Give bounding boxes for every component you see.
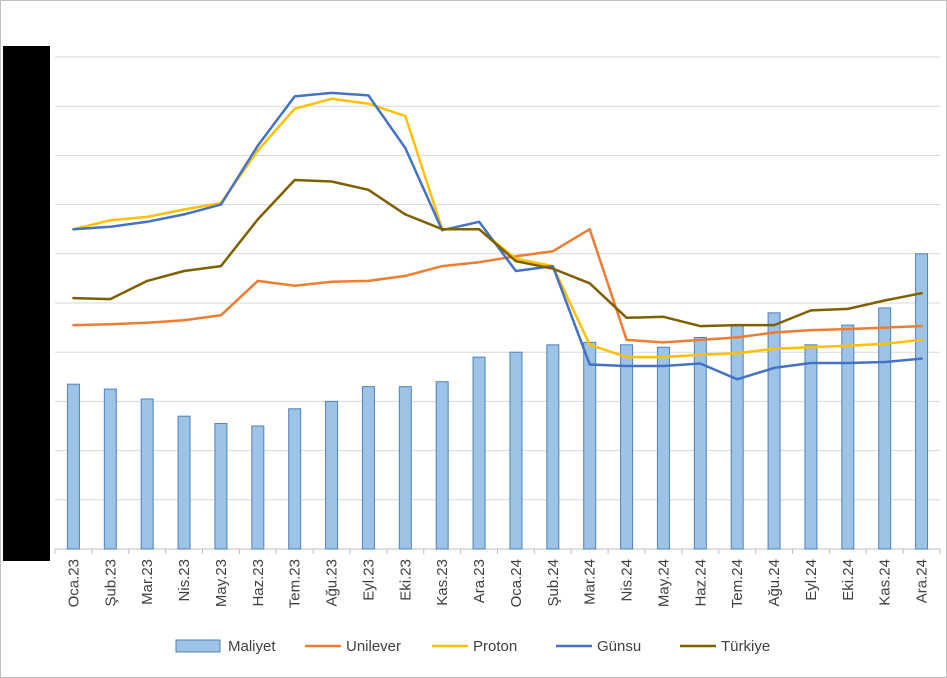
line-türkiye [72,178,923,328]
x-tick-label: Nis.24 [619,559,636,602]
x-tick-label: Eyl.24 [803,559,820,601]
bar-maliyet-21 [841,324,855,550]
x-tick-label: Oca.24 [508,559,525,607]
line-series [72,91,923,381]
bar-maliyet-12 [509,351,523,550]
bar-maliyet-9 [398,386,412,550]
gridlines [54,56,941,554]
bar-maliyet-17 [693,336,707,550]
bar-maliyet-15 [620,344,634,550]
bar-maliyet-5 [251,425,265,550]
legend-swatch-maliyet [175,639,221,653]
legend: Maliyet Unilever Proton Günsu Türkiye [175,638,770,655]
bar-maliyet-11 [472,356,486,550]
bar-maliyet-8 [361,386,375,550]
bar-maliyet-3 [177,415,191,550]
bar-maliyet-7 [325,400,339,550]
x-tick-label: Ara.23 [471,559,488,603]
bar-maliyet-20 [804,344,818,550]
bar-maliyet-1 [103,388,117,550]
bar-maliyet-10 [435,381,449,550]
x-tick-label: Eki.23 [397,559,414,601]
x-tick-label: Mar.24 [582,559,599,605]
x-tick-label: Ağu.23 [324,559,341,607]
bar-maliyet-19 [767,312,781,550]
x-tick-label: Ara.24 [914,559,931,603]
bar-maliyet-16 [656,346,670,550]
bar-maliyet-18 [730,324,744,550]
x-tick-label: Kas.23 [434,559,451,606]
line-unilever [72,227,923,344]
legend-label-unilever: Unilever [346,638,401,655]
bar-maliyet-0 [66,383,80,550]
bar-maliyet-23 [915,253,929,550]
x-tick-label: Şub.23 [102,559,119,607]
x-tick-label: Eki.24 [840,559,857,601]
x-tick-label: Oca.23 [65,559,82,607]
x-tick-label: May.23 [213,559,230,607]
x-tick-label: Eyl.23 [360,559,377,601]
x-tick-label: Mar.23 [139,559,156,605]
x-tick-label: Tem.24 [729,559,746,608]
y-axis-mask [3,46,50,561]
x-tick-label: Ağu.24 [766,559,783,607]
legend-label-proton: Proton [473,638,517,655]
legend-label-maliyet: Maliyet [228,638,276,655]
bar-series [66,253,929,550]
x-tick-label: Tem.23 [287,559,304,608]
line-günsu [72,91,923,381]
bar-maliyet-2 [140,398,154,550]
x-tick-label: Şub.24 [545,559,562,607]
x-tick-label: Kas.24 [877,559,894,606]
bar-maliyet-22 [878,307,892,550]
bar-maliyet-14 [583,341,597,550]
x-tick-label: Nis.23 [176,559,193,602]
x-axis-tick-labels: Oca.23 Şub.23 Mar.23 Nis.23 May.23 Haz.23 Tem.… [65,559,930,608]
x-tick-label: May.24 [655,559,672,607]
bar-maliyet-13 [546,344,560,550]
legend-label-türkiye: Türkiye [721,638,770,655]
bar-maliyet-6 [288,408,302,550]
legend-label-günsu: Günsu [597,638,641,655]
x-tick-label: Haz.23 [250,559,267,607]
bar-maliyet-4 [214,423,228,550]
x-tick-label: Haz.24 [692,559,709,607]
